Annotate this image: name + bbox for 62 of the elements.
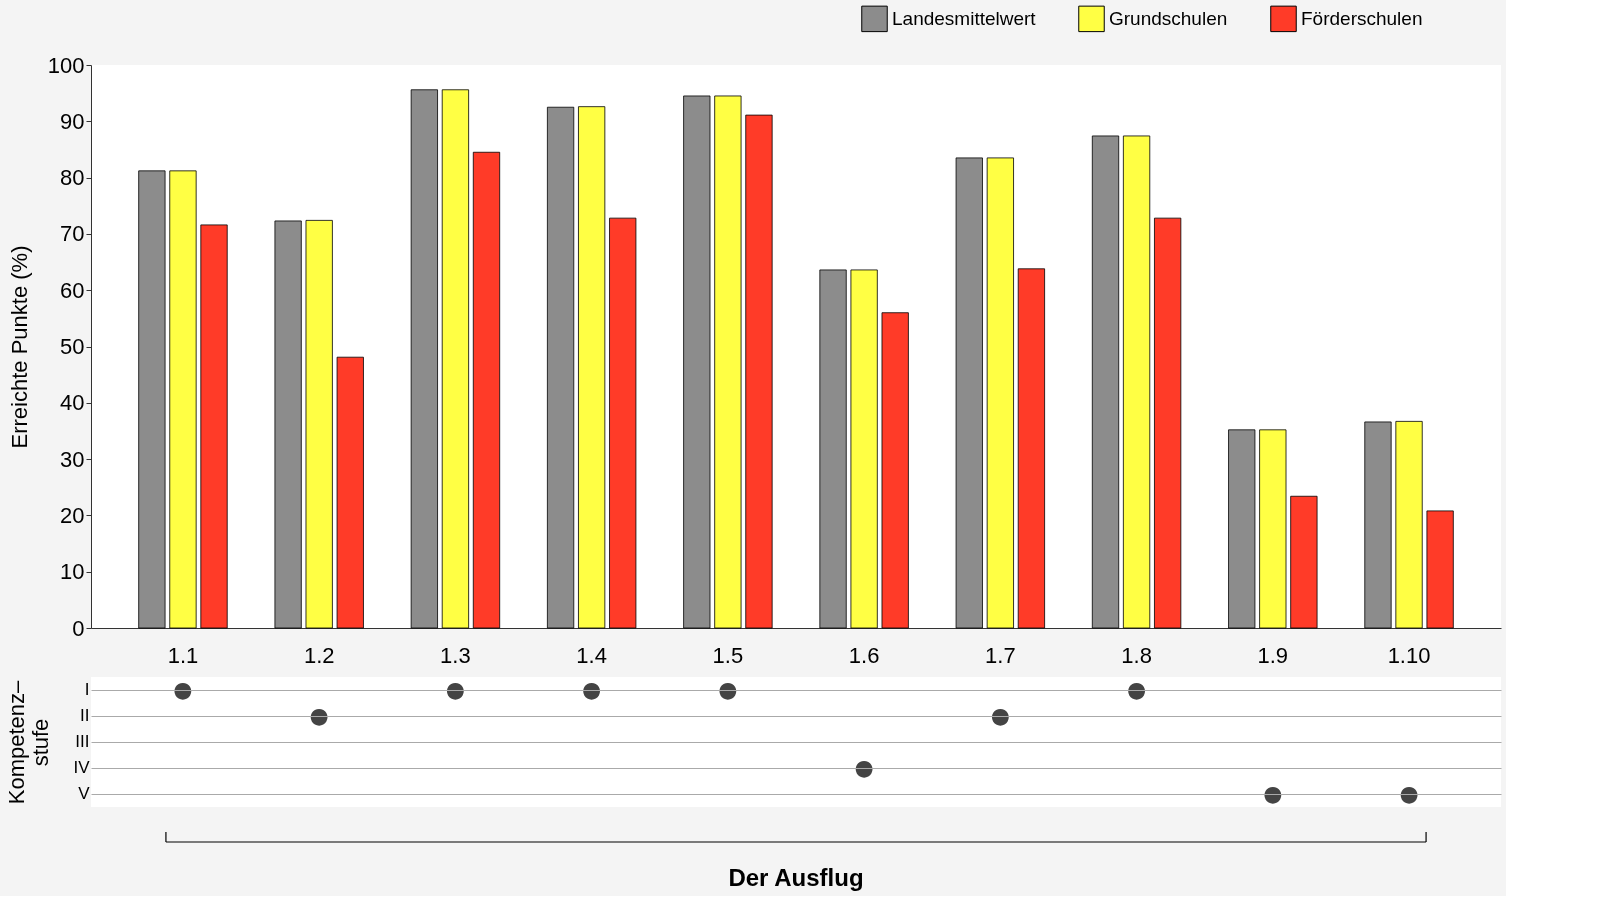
bar (410, 89, 438, 629)
bar (472, 151, 501, 629)
y-tick-label: 10 (60, 559, 85, 585)
bar (714, 95, 742, 629)
y-tick-label: 40 (60, 390, 85, 416)
y-tick-label: 50 (60, 334, 85, 359)
bar (850, 269, 878, 629)
bar (305, 219, 333, 629)
bar (819, 269, 847, 629)
y-tick-label: 70 (60, 221, 85, 247)
bar (1290, 495, 1318, 629)
bar (441, 89, 470, 629)
legend-label: Landesmittelwert (892, 7, 1037, 29)
y-tick-label: II (80, 706, 90, 725)
bar (1426, 510, 1454, 629)
x-tick-label: 1.4 (576, 642, 607, 668)
y-tick-label: I (84, 680, 90, 699)
bar (1259, 429, 1287, 629)
y-tick-label: 20 (60, 502, 85, 528)
y-tick-label: IV (73, 758, 91, 777)
x-tick-label: 1.9 (1257, 642, 1289, 668)
y-tick-label: 60 (60, 277, 85, 303)
bar (1364, 421, 1392, 629)
x-axis-title: Der Ausflug (728, 864, 864, 891)
legend-label: Grundschulen (1109, 7, 1228, 29)
x-tick-label: 1.1 (167, 642, 199, 668)
x-tick-label: 1.8 (1121, 642, 1152, 668)
bar (683, 95, 711, 629)
bar (955, 157, 983, 629)
bar (986, 157, 1014, 629)
x-tick-label: 1.10 (1387, 642, 1431, 668)
y-axis-title: Erreichte Punkte (%) (6, 245, 32, 449)
x-tick-label: 1.6 (848, 642, 880, 668)
bar (200, 224, 228, 629)
x-tick-label: 1.7 (985, 642, 1016, 668)
bar (1154, 217, 1182, 629)
y-tick-label: 0 (72, 615, 85, 641)
bar (546, 106, 575, 629)
bar (609, 217, 637, 629)
bar (336, 356, 364, 629)
y-tick-label: V (78, 784, 91, 803)
bar (745, 114, 773, 629)
y-tick-label: 80 (60, 165, 85, 191)
bar (578, 106, 606, 629)
bar (881, 312, 909, 629)
x-tick-label: 1.3 (440, 642, 471, 668)
y-tick-label: 100 (47, 52, 85, 78)
bar (138, 170, 166, 629)
x-tick-label: 1.5 (712, 642, 744, 668)
bar (169, 170, 197, 629)
bar (274, 220, 302, 629)
y-tick-label: 30 (60, 446, 85, 472)
y-axis-title: Kompetenz– stufe (4, 679, 54, 805)
bar (1228, 429, 1256, 629)
legend-label: Förderschulen (1301, 7, 1423, 29)
y-tick-label: III (75, 732, 90, 751)
bar (1091, 135, 1120, 629)
x-tick-label: 1.2 (303, 642, 335, 668)
y-tick-label: 90 (60, 108, 85, 134)
bar (1017, 268, 1046, 629)
bar (1395, 420, 1423, 629)
bar (1122, 135, 1151, 629)
